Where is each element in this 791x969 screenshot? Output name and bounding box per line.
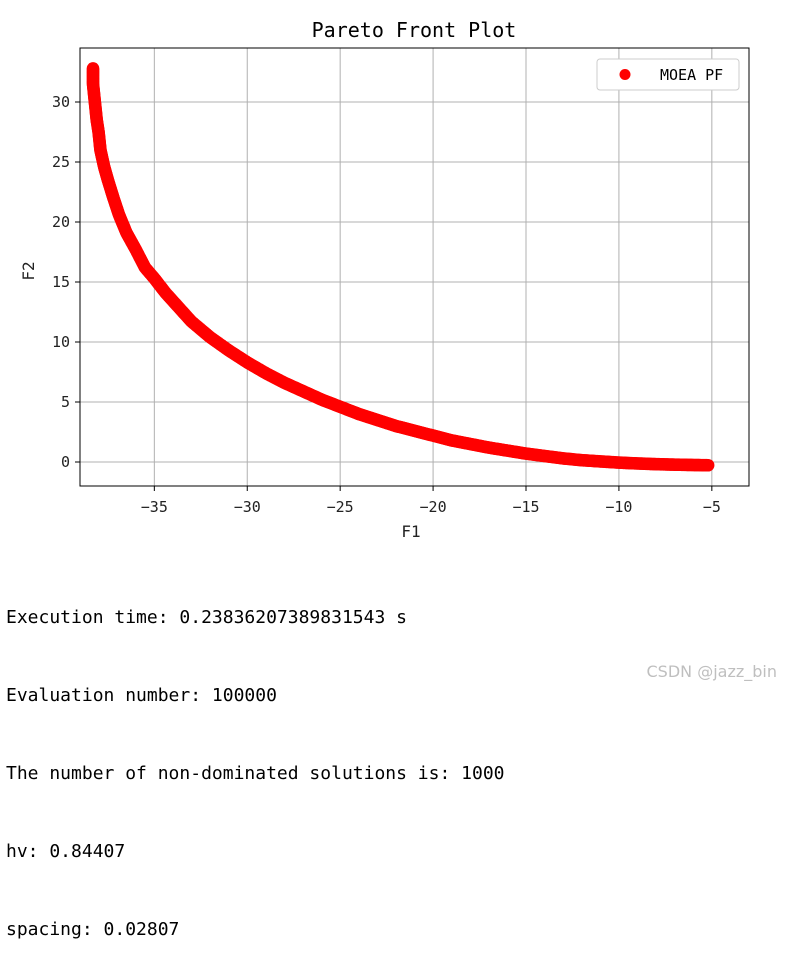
x-tick-label: −15 [512, 498, 539, 516]
y-tick-label: 0 [61, 453, 70, 471]
y-tick-label: 25 [52, 153, 70, 171]
scatter-series-moea-pf [86, 62, 715, 472]
y-tick-label: 30 [52, 93, 70, 111]
y-tick-label: 20 [52, 213, 70, 231]
y-axis-label: F2 [19, 261, 38, 280]
pareto-chart: Pareto Front Plot −35 −30 −25 −20 −15 −10 −5 0… [19, 18, 750, 541]
x-tick-label: −5 [703, 498, 721, 516]
x-tick-label: −30 [234, 498, 261, 516]
hv-line: hv: 0.84407 [6, 841, 126, 862]
legend-label: MOEA PF [660, 66, 723, 84]
x-tick-label: −10 [605, 498, 632, 516]
legend: MOEA PF [596, 58, 740, 91]
y-tick-label: 15 [52, 273, 70, 291]
console-output: Execution time: 0.23836207389831543 s Ev… [6, 553, 505, 969]
x-axis-label: F1 [401, 522, 420, 541]
x-axis-ticks: −35 −30 −25 −20 −15 −10 −5 [141, 486, 721, 516]
y-axis-ticks: 0 5 10 15 20 25 30 [52, 93, 80, 471]
watermark: CSDN @jazz_bin [646, 662, 778, 681]
execution-time-line: Execution time: 0.23836207389831543 s [6, 607, 407, 628]
y-tick-label: 10 [52, 333, 70, 351]
legend-box [596, 58, 740, 91]
x-tick-label: −20 [420, 498, 447, 516]
x-tick-label: −35 [141, 498, 168, 516]
grid [80, 48, 749, 486]
legend-marker [619, 69, 631, 80]
spacing-line: spacing: 0.02807 [6, 919, 180, 940]
x-tick-label: −25 [327, 498, 354, 516]
y-tick-label: 5 [61, 393, 70, 411]
chart-title: Pareto Front Plot [312, 18, 517, 42]
non-dominated-count-line: The number of non-dominated solutions is… [6, 763, 505, 784]
plot-frame [79, 47, 750, 487]
pareto-point [701, 458, 715, 472]
evaluation-number-line: Evaluation number: 100000 [6, 685, 277, 706]
